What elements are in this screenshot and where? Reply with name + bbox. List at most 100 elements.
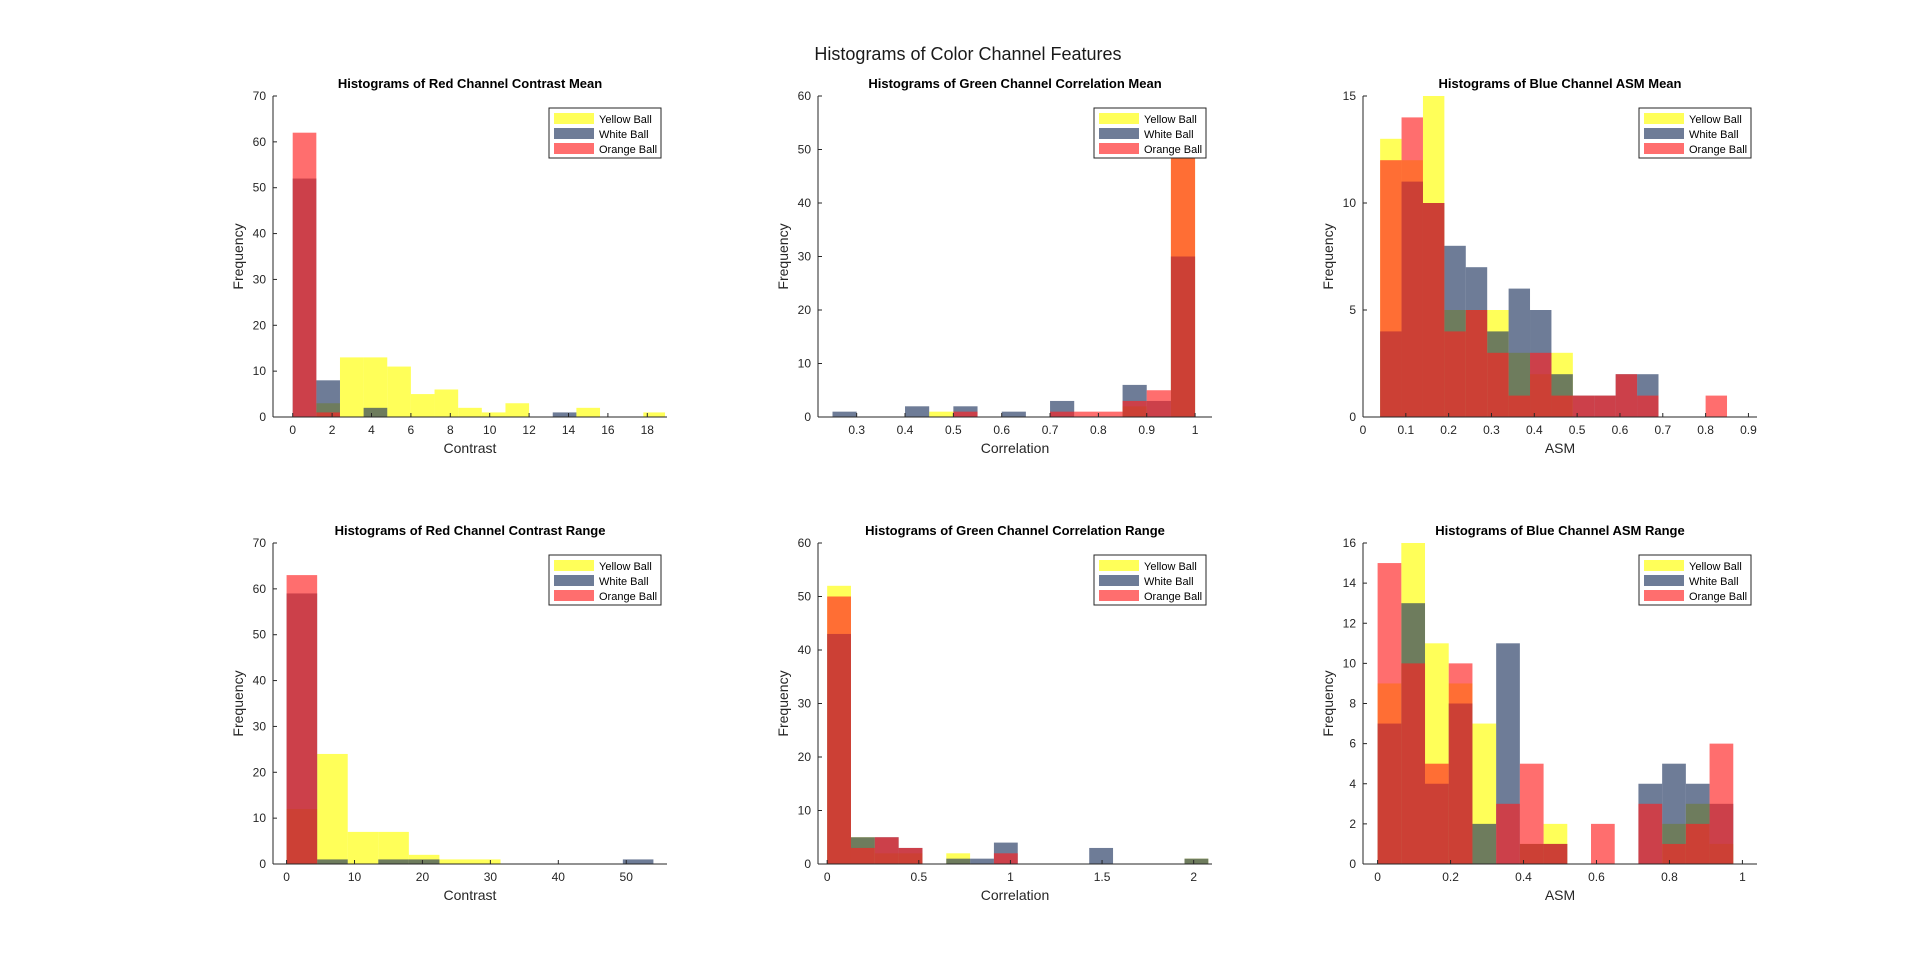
bar-white-ball-2 <box>363 407 388 417</box>
subplot-4: 0 10 20 30 40 50 0 10 20 30 40 50 60 70 Histograms of … <box>230 523 667 903</box>
x-tick-label: 4 <box>368 423 375 437</box>
legend-swatch <box>554 128 594 139</box>
y-tick-label: 60 <box>253 135 267 149</box>
bar-orange-ball-7 <box>1530 352 1552 417</box>
y-tick-label: 8 <box>1349 697 1356 711</box>
subplot-title: Histograms of Blue Channel ASM Range <box>1435 523 1684 538</box>
bar-orange-ball-6 <box>1543 843 1568 864</box>
y-tick-label: 30 <box>798 250 812 264</box>
bar-white-ball-4 <box>622 859 654 864</box>
bar-yellow-ball-4 <box>410 394 435 417</box>
legend-swatch <box>554 575 594 586</box>
subplot-grid: 0 2 4 6 8 10 12 14 16 18010203040506070Histograms… <box>230 76 1757 903</box>
legend-entry-label: Orange Ball <box>1144 591 1202 603</box>
y-tick-label: 0 <box>259 857 266 871</box>
x-tick-label: 0.3 <box>1483 423 1500 437</box>
bar-white-ball-0 <box>832 411 857 417</box>
legend: Yellow Ball White Ball Orange Ball <box>1093 554 1207 606</box>
bar-orange-ball-5 <box>1519 763 1544 864</box>
bars <box>832 117 1196 417</box>
bar-orange-ball-4 <box>1465 310 1488 417</box>
legend-swatch <box>1644 113 1684 124</box>
legend-entry-label: White Ball <box>1689 576 1739 588</box>
x-tick-label: 0.5 <box>910 870 927 884</box>
legend-entry-label: Orange Ball <box>599 144 657 156</box>
bar-orange-ball-1 <box>316 412 340 417</box>
bars <box>827 585 1209 864</box>
y-tick-label: 4 <box>1349 777 1356 791</box>
x-tick-label: 10 <box>483 423 497 437</box>
y-tick-label: 40 <box>798 643 812 657</box>
bar-white-ball-8 <box>1184 858 1209 864</box>
y-tick-label: 12 <box>1343 616 1357 630</box>
y-tick-label: 10 <box>798 357 812 371</box>
bar-yellow-ball-1 <box>317 753 348 864</box>
y-tick-label: 0 <box>1349 857 1356 871</box>
x-tick-label: 8 <box>447 423 454 437</box>
y-tick-label: 10 <box>798 804 812 818</box>
y-tick-label: 40 <box>798 196 812 210</box>
legend-entry-label: White Ball <box>1689 129 1739 141</box>
y-tick-label: 20 <box>798 750 812 764</box>
subplot-3: 0 0.1 0.2 0.3 0.4 0.5 0.6 0.7 0.8 0.9 0 5 10 15 Histog… <box>1320 76 1757 456</box>
bar-white-ball-3 <box>552 412 577 417</box>
bar-yellow-ball-2 <box>363 357 388 417</box>
subplot-1: 0 2 4 6 8 10 12 14 16 18 0 10 20 30 40 50 60 70 Histograms… <box>230 76 667 456</box>
y-tick-label: 70 <box>253 89 267 103</box>
y-tick-label: 14 <box>1343 576 1357 590</box>
x-tick-label: 10 <box>348 870 362 884</box>
bar-orange-ball-10 <box>1685 823 1710 864</box>
y-axis-label: Frequency <box>1320 223 1336 289</box>
bar-orange-ball-4 <box>1496 803 1520 864</box>
bar-orange-ball-3 <box>1098 411 1123 417</box>
x-tick-label: 0 <box>1360 423 1367 437</box>
bar-orange-ball-10 <box>1594 395 1616 417</box>
bar-orange-ball-9 <box>1572 395 1595 417</box>
bar-orange-ball-2 <box>1074 411 1099 417</box>
x-tick-label: 0.9 <box>1138 423 1155 437</box>
subplot-title: Histograms of Red Channel Contrast Range <box>335 523 606 538</box>
bar-orange-ball-5 <box>1146 390 1171 417</box>
subplot-title: Histograms of Green Channel Correlation … <box>868 76 1161 91</box>
y-tick-label: 50 <box>253 181 267 195</box>
subplot-title: Histograms of Blue Channel ASM Mean <box>1439 76 1682 91</box>
x-tick-label: 0.5 <box>945 423 962 437</box>
bars <box>1377 543 1734 864</box>
x-tick-label: 0.9 <box>1740 423 1757 437</box>
y-axis-label: Frequency <box>230 223 246 289</box>
bar-orange-ball-12 <box>1637 395 1659 417</box>
legend-entry-label: White Ball <box>599 129 649 141</box>
bar-yellow-ball-8 <box>505 403 530 417</box>
legend-entry-label: Orange Ball <box>599 591 657 603</box>
bar-yellow-ball-0 <box>929 411 954 417</box>
x-tick-label: 0.8 <box>1090 423 1107 437</box>
bar-white-ball-1 <box>905 406 930 417</box>
y-tick-label: 30 <box>253 719 267 733</box>
x-tick-label: 0.5 <box>1569 423 1586 437</box>
legend-swatch <box>1099 128 1139 139</box>
bar-orange-ball-3 <box>1444 331 1466 417</box>
x-tick-label: 0 <box>1374 870 1381 884</box>
bar-white-ball-6 <box>1508 288 1531 417</box>
y-axis-label: Frequency <box>775 670 791 736</box>
y-axis-label: Frequency <box>1320 670 1336 736</box>
bar-white-ball-2 <box>378 859 409 864</box>
bar-yellow-ball-5 <box>434 389 459 417</box>
x-tick-label: 1 <box>1007 870 1014 884</box>
bar-orange-ball-11 <box>1615 374 1638 417</box>
bar-orange-ball-0 <box>827 596 851 864</box>
legend: Yellow Ball White Ball Orange Ball <box>1638 554 1752 606</box>
x-tick-label: 30 <box>484 870 498 884</box>
legend-entry-label: Yellow Ball <box>599 561 652 573</box>
bar-orange-ball-8 <box>1638 803 1663 864</box>
legend: Yellow Ball White Ball Orange Ball <box>548 107 662 159</box>
y-tick-label: 50 <box>798 590 812 604</box>
bar-orange-ball-1 <box>850 847 875 864</box>
bars <box>292 132 666 417</box>
x-axis-label: Correlation <box>981 440 1049 456</box>
y-tick-label: 40 <box>253 674 267 688</box>
subplot-title: Histograms of Red Channel Contrast Mean <box>338 76 602 91</box>
x-tick-label: 0.8 <box>1697 423 1714 437</box>
bar-white-ball-4 <box>946 858 971 864</box>
